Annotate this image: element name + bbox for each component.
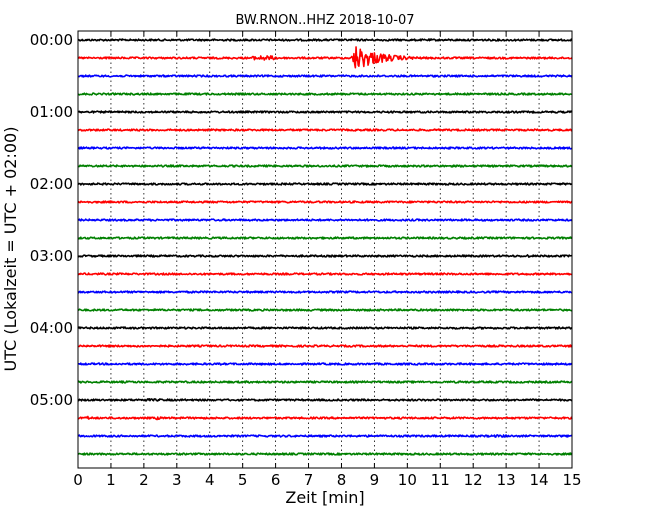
x-tick-label: 4 [205, 471, 215, 489]
x-tick-label: 1 [106, 471, 116, 489]
x-tick-label: 8 [337, 471, 347, 489]
y-axis-label: UTC (Lokalzeit = UTC + 02:00) [1, 127, 20, 372]
chart-title: BW.RNON..HHZ 2018-10-07 [235, 13, 414, 28]
x-tick-label: 5 [238, 471, 248, 489]
trace-0530 [77, 434, 573, 438]
trace-0145 [77, 164, 573, 168]
trace-0515 [77, 415, 573, 421]
plot-frame [77, 30, 573, 469]
trace-0115 [77, 128, 573, 132]
y-tick-label: 03:00 [30, 247, 73, 265]
x-tick-label: 10 [398, 471, 417, 489]
x-tick-label: 15 [562, 471, 581, 489]
trace-0500 [77, 398, 573, 402]
y-tick-label: 04:00 [30, 319, 73, 337]
axis-ticks: 0 1 2 3 4 5 6 7 8 9 10 11 12 13 14 1500:0001:0002:0003:… [30, 31, 582, 489]
x-tick-label: 0 [73, 471, 83, 489]
y-tick-label: 00:00 [30, 31, 73, 49]
y-tick-label: 02:00 [30, 175, 73, 193]
trace-0445 [77, 380, 573, 384]
x-tick-label: 14 [530, 471, 549, 489]
trace-0330 [77, 290, 573, 294]
x-tick-label: 11 [431, 471, 450, 489]
trace-0415 [77, 344, 573, 348]
seismogram-traces [77, 38, 573, 456]
trace-0345 [77, 308, 573, 312]
x-axis-label: Zeit [min] [285, 488, 364, 507]
grid-lines [110, 31, 540, 468]
trace-0315 [77, 272, 573, 276]
y-tick-label: 01:00 [30, 103, 73, 121]
x-tick-label: 2 [139, 471, 149, 489]
trace-0130 [77, 146, 573, 150]
x-tick-label: 13 [497, 471, 516, 489]
trace-0545 [77, 452, 573, 456]
trace-0400 [77, 326, 573, 330]
trace-0030 [77, 74, 573, 78]
x-tick-label: 3 [172, 471, 182, 489]
x-tick-label: 9 [370, 471, 380, 489]
trace-0215 [77, 200, 573, 204]
y-tick-label: 05:00 [30, 391, 73, 409]
trace-0000 [77, 38, 573, 42]
trace-0015 [77, 46, 573, 69]
x-tick-label: 12 [464, 471, 483, 489]
trace-0230 [77, 218, 573, 222]
trace-0100 [77, 110, 573, 114]
trace-0245 [77, 236, 573, 240]
trace-0045 [77, 92, 573, 96]
trace-0200 [77, 182, 573, 186]
trace-0430 [77, 362, 573, 366]
x-tick-label: 7 [304, 471, 314, 489]
x-tick-label: 6 [271, 471, 281, 489]
trace-0300 [77, 254, 573, 258]
